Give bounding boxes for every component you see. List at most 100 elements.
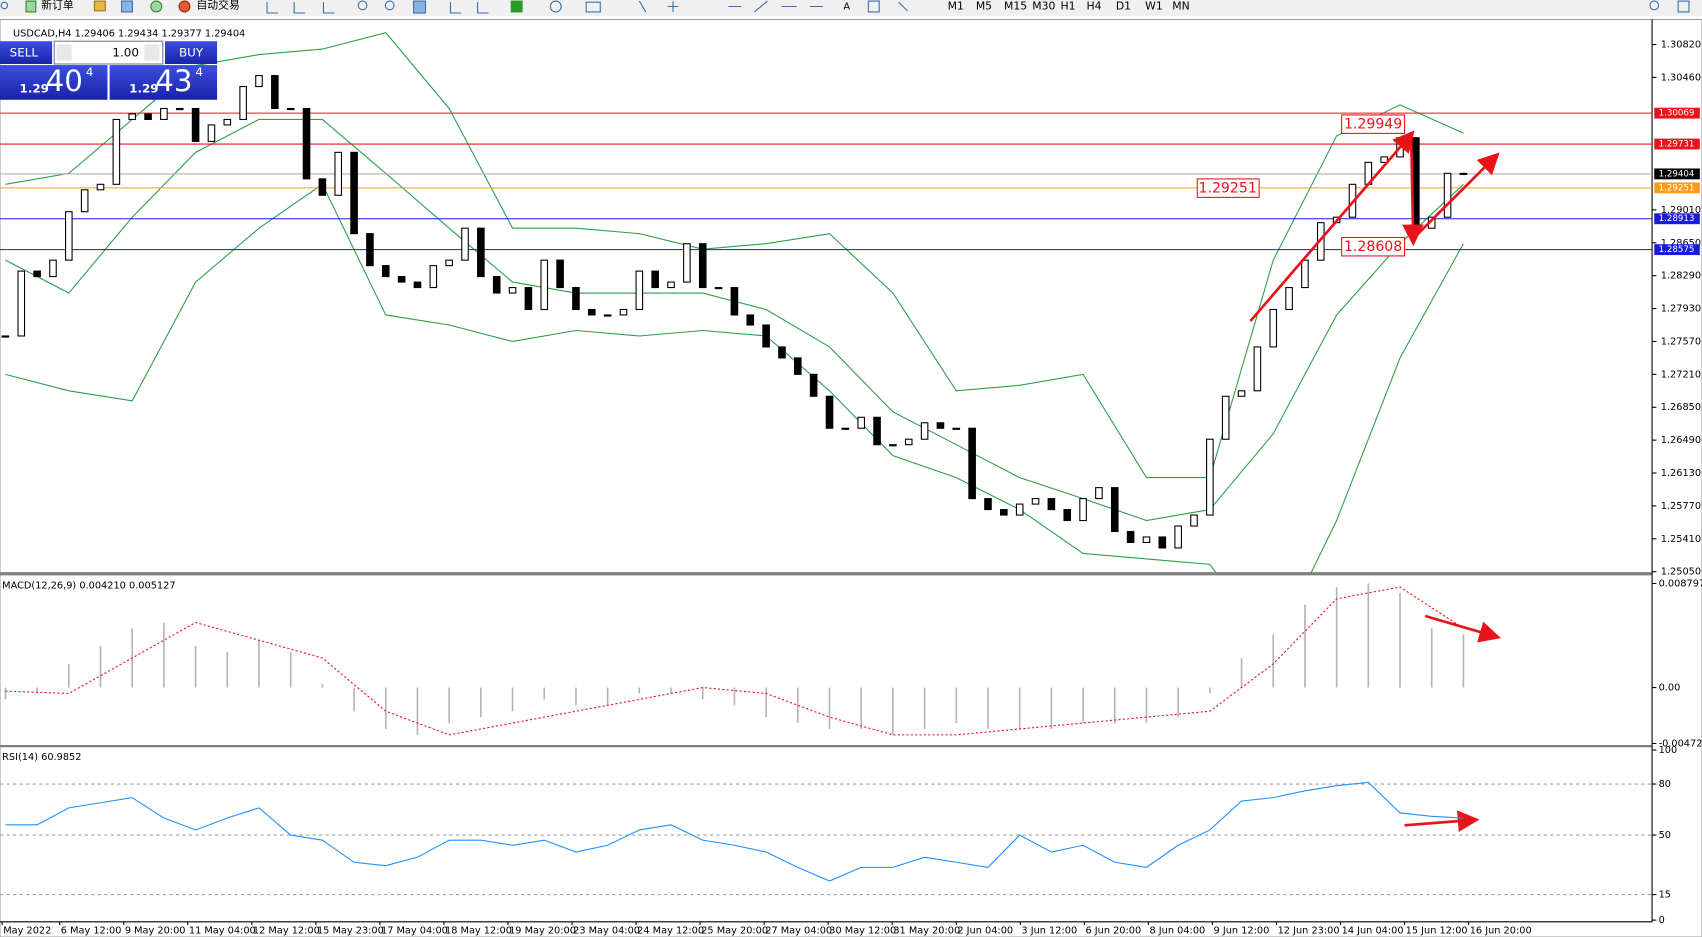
annotations: 1.29949 1.29251 1.28608 bbox=[1196, 114, 1501, 832]
timeframe-bar: M1 M5 M15 M30 H1 H4 D1 W1 MN bbox=[948, 0, 1190, 13]
macd-bar bbox=[1082, 687, 1084, 724]
candle bbox=[619, 308, 628, 316]
candle bbox=[49, 259, 57, 278]
candle bbox=[1047, 498, 1056, 511]
timeframe-button[interactable]: M15 bbox=[1004, 0, 1027, 13]
candle bbox=[714, 287, 723, 290]
candle bbox=[207, 124, 216, 142]
timeframe-button[interactable]: D1 bbox=[1116, 0, 1131, 13]
bollinger-lower bbox=[5, 183, 1464, 573]
macd-bar bbox=[892, 687, 894, 735]
price-level-box bbox=[1654, 107, 1700, 119]
candle bbox=[762, 324, 770, 348]
candle bbox=[524, 287, 533, 311]
macd-bar bbox=[1367, 583, 1370, 688]
candle bbox=[445, 259, 453, 267]
macd-bar bbox=[1177, 687, 1179, 718]
x-tick-label: 9 May 20:00 bbox=[125, 925, 186, 936]
macd-bar bbox=[1113, 687, 1116, 724]
timeframe-button[interactable]: H4 bbox=[1087, 0, 1102, 13]
x-tick-label: 23 May 04:00 bbox=[573, 925, 640, 936]
candle bbox=[65, 211, 73, 261]
bid-box[interactable] bbox=[0, 65, 108, 100]
y-tick-label: 0.008797 bbox=[1659, 578, 1702, 589]
annotation-label: 1.29949 bbox=[1344, 117, 1402, 133]
buy-button[interactable] bbox=[164, 41, 218, 64]
y-tick-label: 80 bbox=[1659, 779, 1671, 790]
macd-bar bbox=[606, 687, 609, 706]
y-tick-label: 1.27570 bbox=[1661, 336, 1701, 347]
candle bbox=[651, 270, 659, 289]
candle bbox=[492, 276, 501, 294]
candle bbox=[730, 287, 739, 316]
candle bbox=[778, 346, 786, 359]
candle bbox=[96, 183, 105, 191]
lot-input[interactable] bbox=[53, 40, 164, 65]
sell-label[interactable]: SELL bbox=[10, 46, 39, 60]
candle bbox=[223, 118, 232, 126]
macd-bar bbox=[1335, 587, 1338, 688]
sell-button[interactable] bbox=[0, 41, 53, 64]
candle bbox=[1253, 346, 1262, 392]
candle bbox=[603, 314, 612, 317]
y-tick-label: 100 bbox=[1659, 745, 1678, 756]
candle bbox=[809, 373, 818, 397]
x-tick-label: 12 May 12:00 bbox=[253, 925, 320, 936]
candle bbox=[1110, 487, 1119, 533]
lot-down[interactable] bbox=[56, 44, 72, 61]
lot-up[interactable] bbox=[144, 44, 160, 61]
y-tick-label: 1.30820 bbox=[1661, 40, 1701, 51]
macd-bar bbox=[765, 687, 767, 718]
buy-label[interactable]: BUY bbox=[179, 46, 204, 60]
candle bbox=[952, 427, 961, 430]
macd-bar bbox=[1430, 628, 1433, 688]
candle bbox=[33, 270, 41, 278]
timeframe-button[interactable]: H1 bbox=[1060, 0, 1075, 13]
timeframe-button[interactable]: M5 bbox=[976, 0, 992, 13]
candle bbox=[968, 427, 976, 500]
price-level-box bbox=[1654, 182, 1700, 194]
candle bbox=[1031, 498, 1040, 505]
lot-value[interactable]: 1.00 bbox=[112, 46, 139, 60]
candle bbox=[1142, 536, 1151, 544]
y-tick-label: 1.30460 bbox=[1661, 72, 1701, 83]
ask-box[interactable] bbox=[109, 65, 218, 100]
x-tick-label: 6 Jun 20:00 bbox=[1085, 925, 1141, 936]
y-tick-label: 1.26490 bbox=[1661, 435, 1701, 446]
auto-trade-button[interactable]: 自动交易 bbox=[196, 0, 239, 11]
y-tick-label: 1.29010 bbox=[1661, 205, 1701, 216]
macd-bar bbox=[36, 687, 38, 694]
trend-arrow bbox=[1402, 134, 1424, 247]
macd-bar bbox=[416, 687, 419, 735]
candle bbox=[477, 227, 485, 278]
candle bbox=[286, 107, 295, 111]
new-order-button[interactable]: 新订单 bbox=[41, 0, 74, 11]
macd-signal bbox=[5, 586, 1464, 736]
timeframe-button[interactable]: M30 bbox=[1032, 0, 1055, 13]
candle bbox=[635, 270, 644, 311]
price-level-label: 1.28575 bbox=[1659, 245, 1695, 255]
macd-bar bbox=[68, 663, 70, 688]
candle bbox=[175, 107, 184, 111]
y-tick-label: 15 bbox=[1659, 890, 1671, 901]
timeframe-button[interactable]: MN bbox=[1172, 0, 1189, 13]
macd-bar bbox=[480, 687, 482, 718]
toolbar bbox=[0, 0, 1702, 17]
macd-bar bbox=[1272, 634, 1275, 688]
x-tick-label: 24 May 12:00 bbox=[637, 925, 704, 936]
x-tick-label: 12 Jun 23:00 bbox=[1278, 925, 1340, 936]
candle bbox=[1380, 156, 1388, 163]
chart-window bbox=[0, 18, 1702, 937]
candle bbox=[144, 113, 152, 120]
candle bbox=[302, 107, 311, 180]
timeframe-button[interactable]: M1 bbox=[948, 0, 964, 13]
candle bbox=[1443, 172, 1452, 218]
macd-bar bbox=[828, 687, 831, 729]
y-tick-label: 1.26850 bbox=[1661, 402, 1701, 413]
text-tool[interactable]: A bbox=[843, 2, 850, 13]
candle bbox=[572, 287, 580, 311]
timeframe-button[interactable]: W1 bbox=[1145, 0, 1163, 13]
y-tick-label: -0.004725 bbox=[1659, 738, 1702, 749]
candle bbox=[413, 281, 422, 289]
